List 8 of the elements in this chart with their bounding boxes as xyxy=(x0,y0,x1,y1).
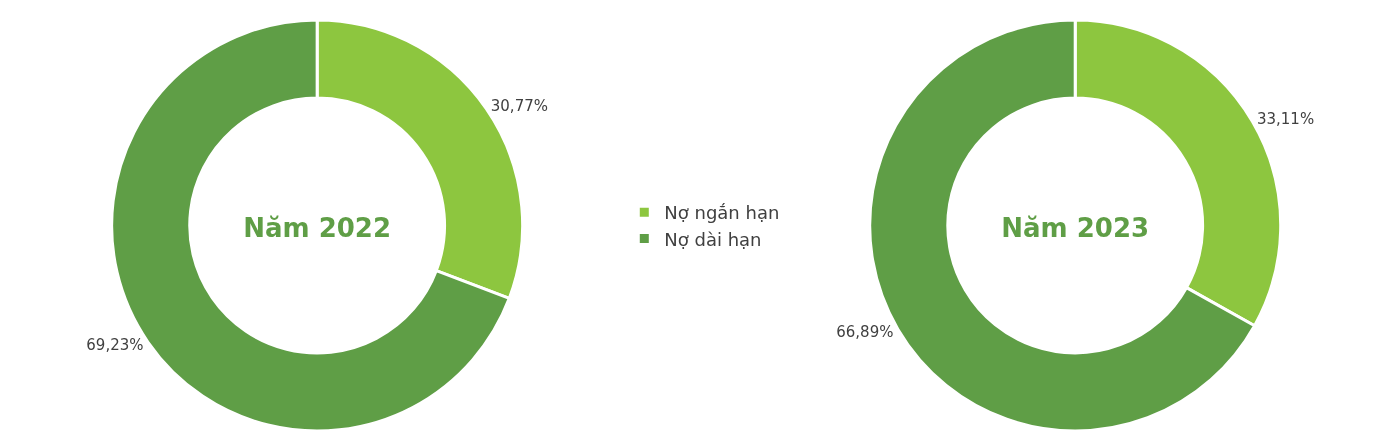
data-label: 69,23% xyxy=(86,336,144,355)
data-label: 33,11% xyxy=(1256,110,1315,129)
data-label: 30,77% xyxy=(490,96,548,115)
legend-label: Nợ dài hạn xyxy=(664,228,762,250)
text: Năm 2022 xyxy=(243,212,392,243)
legend-label: Nợ ngắn hạn xyxy=(664,202,780,224)
text: Năm 2023 xyxy=(1001,212,1150,243)
data-label: 66,89% xyxy=(836,322,894,341)
